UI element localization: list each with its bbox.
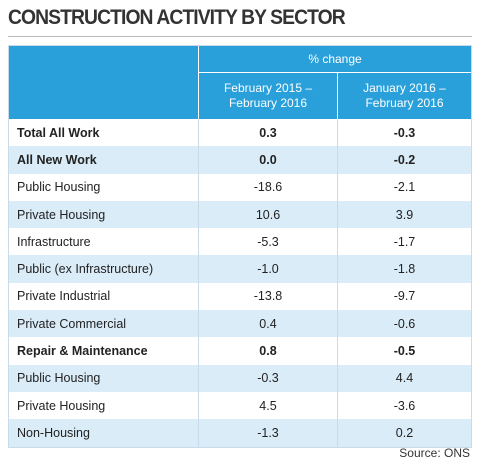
header-blank bbox=[9, 46, 198, 119]
table-body: Total All Work 0.3 -0.3 All New Work 0.0 -0.2… bbox=[9, 119, 471, 447]
table-row: Private Housing 4.5 -3.6 bbox=[9, 391, 471, 420]
cell-value: -9.7 bbox=[337, 282, 471, 311]
cell-value: 4.5 bbox=[198, 391, 337, 420]
cell-value: -0.6 bbox=[337, 310, 471, 338]
cell-value: 0.3 bbox=[198, 119, 337, 147]
span-header: % change bbox=[198, 46, 471, 73]
cell-value: -5.3 bbox=[198, 228, 337, 256]
row-label: Infrastructure bbox=[17, 234, 91, 249]
column-header: February 2015 – February 2016 bbox=[198, 73, 337, 119]
cell-value: -1.8 bbox=[337, 255, 471, 283]
table-row: Infrastructure -5.3 -1.7 bbox=[9, 228, 471, 256]
table-row: Non-Housing -1.3 0.2 bbox=[9, 419, 471, 447]
cell-value: -3.6 bbox=[337, 391, 471, 420]
row-label: Public Housing bbox=[17, 371, 101, 386]
table-row: Private Commercial 0.4 -0.6 bbox=[9, 310, 471, 338]
table-row: Private Industrial -13.8 -9.7 bbox=[9, 282, 471, 311]
row-label: Private Commercial bbox=[17, 316, 127, 331]
row-label: All New Work bbox=[17, 152, 97, 167]
cell-value: -18.6 bbox=[198, 173, 337, 201]
table-row: Public (ex Infrastructure) -1.0 -1.8 bbox=[9, 255, 471, 283]
cell-value: -0.3 bbox=[198, 364, 337, 392]
cell-value: 10.6 bbox=[198, 200, 337, 229]
cell-value: -1.7 bbox=[337, 228, 471, 256]
source: Source: ONS bbox=[399, 446, 470, 460]
row-label: Private Housing bbox=[17, 398, 106, 413]
row-label: Private Industrial bbox=[17, 289, 111, 304]
cell-value: -0.3 bbox=[337, 119, 471, 147]
cell-value: -1.3 bbox=[198, 419, 337, 447]
cell-value: 0.4 bbox=[198, 310, 337, 338]
title: CONSTRUCTION ACTIVITY BY SECTOR bbox=[8, 6, 346, 29]
table-row: All New Work 0.0 -0.2 bbox=[9, 146, 471, 174]
row-label: Repair & Maintenance bbox=[17, 344, 148, 359]
cell-value: 0.8 bbox=[198, 337, 337, 365]
cell-value: 0.0 bbox=[198, 146, 337, 174]
title-rule bbox=[8, 36, 472, 37]
row-label: Public (ex Infrastructure) bbox=[17, 262, 154, 277]
cell-value: -1.0 bbox=[198, 255, 337, 283]
cell-value: -2.1 bbox=[337, 173, 471, 201]
table-row: Public Housing -18.6 -2.1 bbox=[9, 173, 471, 201]
row-label: Private Housing bbox=[17, 207, 106, 222]
table-row: Repair & Maintenance 0.8 -0.5 bbox=[9, 337, 471, 365]
row-label: Non-Housing bbox=[17, 425, 90, 440]
column-header: January 2016 – February 2016 bbox=[337, 73, 471, 119]
cell-value: 3.9 bbox=[337, 200, 471, 229]
cell-value: -0.2 bbox=[337, 146, 471, 174]
row-label: Total All Work bbox=[17, 125, 100, 140]
cell-value: 4.4 bbox=[337, 364, 471, 392]
cell-value: 0.2 bbox=[337, 419, 471, 447]
cell-value: -0.5 bbox=[337, 337, 471, 365]
table-row: Private Housing 10.6 3.9 bbox=[9, 200, 471, 229]
table: % change February 2015 – February 2016 J… bbox=[8, 45, 472, 448]
table-row: Total All Work 0.3 -0.3 bbox=[9, 119, 471, 147]
cell-value: -13.8 bbox=[198, 282, 337, 311]
header: % change February 2015 – February 2016 J… bbox=[9, 46, 471, 119]
table-row: Public Housing -0.3 4.4 bbox=[9, 364, 471, 392]
row-label: Public Housing bbox=[17, 180, 101, 195]
